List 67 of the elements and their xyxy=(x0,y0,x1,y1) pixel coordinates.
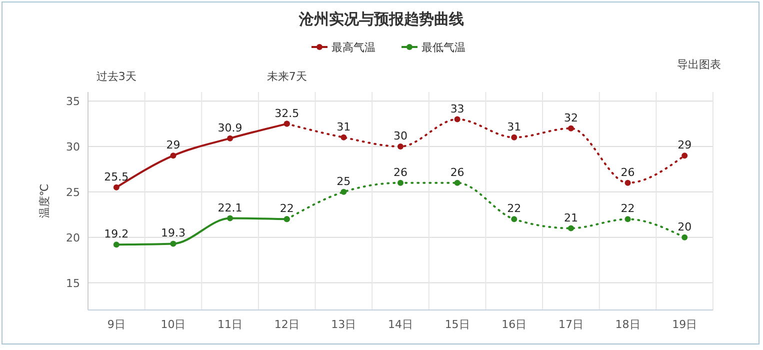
point xyxy=(398,180,404,186)
x-tick-label: 13日 xyxy=(331,318,356,331)
text: 导出图表 xyxy=(677,58,721,71)
point xyxy=(340,134,347,140)
point xyxy=(284,216,290,222)
y-tick-label: 25 xyxy=(66,186,80,199)
point xyxy=(454,180,460,186)
point xyxy=(454,116,460,122)
x-tick-label: 11日 xyxy=(218,318,243,331)
y-tick-label: 15 xyxy=(66,276,80,290)
point xyxy=(624,216,631,222)
data-label: 26 xyxy=(620,166,635,179)
x-tick-label: 17日 xyxy=(558,318,584,331)
data-label: 25 xyxy=(336,174,351,188)
data-label: 19.3 xyxy=(160,226,186,240)
y-tick-label: 35 xyxy=(66,95,80,108)
point xyxy=(398,144,404,150)
y-axis-title: 温度℃ xyxy=(38,184,51,218)
data-label: 26 xyxy=(394,166,408,179)
x-tick-label: 14日 xyxy=(388,318,413,331)
x-tick-label: 12日 xyxy=(274,318,300,331)
point xyxy=(682,152,688,159)
chart-title: 沧州实况与预报趋势曲线 xyxy=(298,10,464,28)
text: 过去3天 xyxy=(96,70,136,83)
x-tick-label: 10日 xyxy=(160,318,186,331)
point xyxy=(568,125,574,132)
point xyxy=(568,225,574,232)
data-label: 21 xyxy=(564,211,578,224)
point xyxy=(284,120,290,127)
data-label: 22.1 xyxy=(218,201,242,214)
data-label: 25.5 xyxy=(104,170,129,184)
point xyxy=(511,216,518,222)
text: 未来7天 xyxy=(266,70,307,83)
data-label: 31 xyxy=(507,120,522,134)
point xyxy=(682,234,688,240)
point xyxy=(113,242,120,248)
data-label: 29 xyxy=(166,138,180,152)
point xyxy=(511,134,518,140)
x-tick-label: 19日 xyxy=(672,318,698,331)
point xyxy=(227,135,234,142)
data-label: 22 xyxy=(507,202,522,216)
data-label: 32.5 xyxy=(274,106,300,120)
legend-label: 最高气温 xyxy=(332,41,376,54)
data-label: 20 xyxy=(678,220,692,234)
data-label: 32 xyxy=(564,111,578,124)
point xyxy=(170,152,176,159)
y-tick-label: 20 xyxy=(66,231,80,244)
point xyxy=(113,184,120,190)
point xyxy=(624,180,631,186)
x-tick-label: 15日 xyxy=(444,318,470,331)
x-tick-label: 9日 xyxy=(107,318,126,331)
legend-label: 最低气温 xyxy=(422,41,466,54)
point xyxy=(170,240,176,247)
x-tick-label: 18日 xyxy=(615,318,640,331)
data-label: 22 xyxy=(280,202,294,216)
x-tick-label: 16日 xyxy=(502,318,527,331)
y-tick-label: 30 xyxy=(66,140,80,154)
data-label: 30.9 xyxy=(218,121,242,134)
data-label: 26 xyxy=(450,166,464,179)
point xyxy=(340,188,347,195)
data-label: 33 xyxy=(450,102,464,116)
data-label: 22 xyxy=(620,202,635,216)
data-label: 31 xyxy=(336,120,351,134)
data-label: 30 xyxy=(394,130,408,142)
point xyxy=(227,215,234,222)
data-label: 29 xyxy=(678,138,692,152)
data-label: 19.2 xyxy=(104,228,129,241)
